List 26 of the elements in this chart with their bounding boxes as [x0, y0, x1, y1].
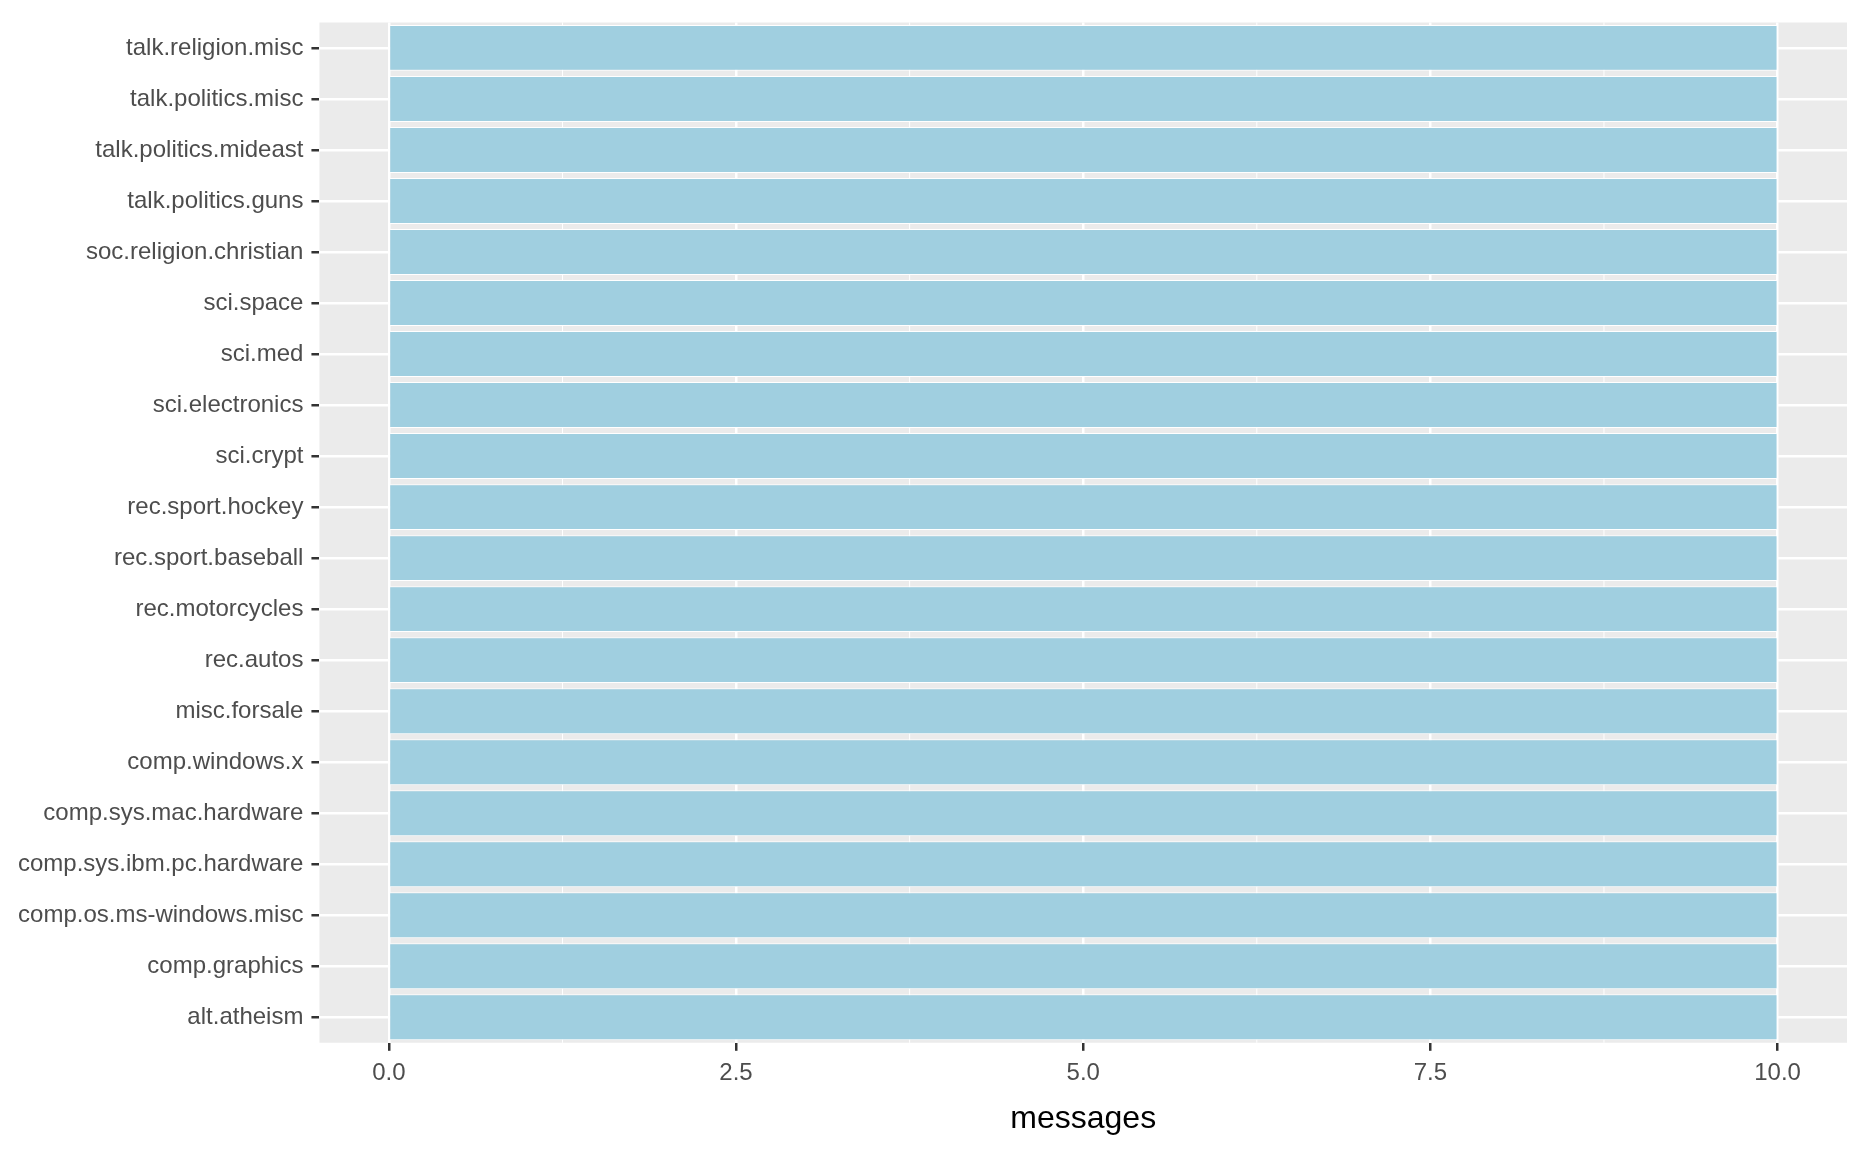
x-tick-label: 0.0 [372, 1057, 406, 1085]
y-tick-label: talk.religion.misc [126, 32, 304, 60]
x-tick-label: 2.5 [719, 1057, 753, 1085]
y-tick-label: talk.politics.misc [130, 83, 304, 111]
x-tick-label: 7.5 [1413, 1057, 1448, 1085]
y-tick-label: alt.atheism [187, 1001, 304, 1029]
y-tick-label: sci.space [203, 287, 304, 315]
y-tick-label: sci.crypt [215, 440, 304, 468]
y-tick-label: comp.os.ms-windows.misc [18, 899, 304, 927]
y-tick-label: talk.politics.mideast [95, 134, 304, 162]
x-axis-title: messages [1010, 1098, 1157, 1135]
x-tick-label: 5.0 [1066, 1057, 1100, 1085]
y-tick-label: rec.sport.hockey [127, 491, 304, 519]
y-tick-label: rec.motorcycles [135, 593, 304, 621]
y-tick-label: comp.graphics [147, 950, 304, 978]
y-tick-label: rec.autos [204, 644, 304, 672]
y-tick-label: sci.electronics [152, 389, 304, 417]
y-tick-label: comp.windows.x [127, 746, 304, 774]
y-tick-label: comp.sys.mac.hardware [43, 797, 304, 825]
x-tick-label: 10.0 [1754, 1057, 1801, 1085]
y-tick-label: comp.sys.ibm.pc.hardware [18, 848, 304, 876]
y-tick-label: talk.politics.guns [127, 185, 304, 213]
y-tick-label: sci.med [220, 338, 304, 366]
y-tick-label: rec.sport.baseball [114, 542, 304, 570]
y-tick-label: misc.forsale [175, 695, 304, 723]
y-tick-label: soc.religion.christian [86, 236, 304, 264]
